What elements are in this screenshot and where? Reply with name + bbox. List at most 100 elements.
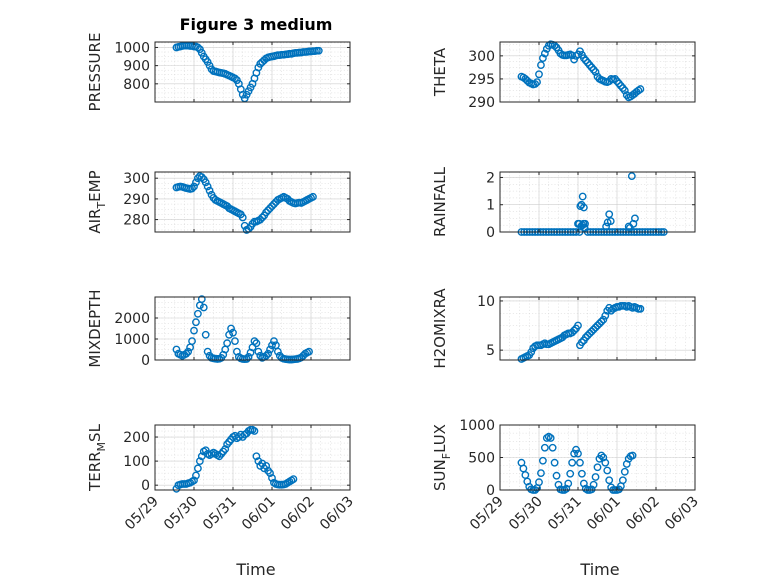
data-point (314, 46, 323, 55)
data-point (589, 325, 598, 334)
y-tick-label: 2 (486, 170, 495, 186)
y-tick-label: 300 (123, 171, 150, 187)
data-point (593, 321, 602, 330)
data-point (264, 206, 272, 215)
data-point (618, 476, 627, 485)
subplot-sunlux: 0 500 1000 SUNFLUX 05/29 05/30 05/31 06/01 06/02… (431, 418, 702, 533)
data-point (636, 85, 645, 93)
data-point (250, 427, 259, 435)
axes-box (154, 424, 351, 491)
y-tick-label: 290 (468, 95, 495, 111)
data-point (221, 445, 230, 453)
data-point (580, 224, 589, 232)
data-point (548, 443, 557, 452)
y-tick-label: 0 (141, 478, 150, 494)
data-point (587, 485, 596, 494)
y-tick-label: 1000 (114, 332, 150, 348)
y-axis-label: H2OMIXRA (431, 288, 449, 369)
data-point (539, 54, 547, 63)
axes-box (499, 296, 696, 361)
data-point (172, 345, 181, 354)
y-tick-label: 200 (123, 430, 150, 446)
axes-box (154, 171, 351, 233)
data-point (601, 458, 610, 467)
data-point (309, 192, 317, 201)
subplot-rainfall: 0 1 2 RAINFALL (431, 166, 696, 241)
data-point (203, 347, 212, 356)
data-point (540, 49, 549, 58)
y-tick-label: 900 (123, 59, 150, 75)
data-point (254, 457, 263, 466)
data-point (527, 348, 536, 357)
y-tick-label: 1 (486, 198, 495, 214)
data-point (531, 80, 539, 88)
data-point (190, 182, 198, 191)
data-point (188, 337, 196, 345)
y-tick-label: 0 (486, 483, 495, 499)
data-point (262, 208, 271, 217)
data-point (601, 311, 610, 320)
data-point (579, 219, 588, 228)
x-tick-label: 06/01 (584, 494, 624, 534)
data-point (193, 309, 202, 318)
data-point (266, 469, 274, 478)
data-point (266, 345, 274, 354)
axes-box (154, 41, 351, 103)
data-point (568, 328, 577, 337)
data-point (266, 204, 274, 213)
data-point (270, 200, 278, 208)
data-point (620, 467, 629, 476)
data-point (242, 355, 251, 363)
data-point (262, 351, 271, 360)
data-point (581, 333, 590, 342)
data-point (631, 214, 639, 223)
y-axis-label: THETA (431, 47, 449, 97)
data-point (231, 337, 239, 345)
y-tick-label: 300 (468, 49, 495, 65)
y-tick-label: 1000 (459, 418, 495, 434)
x-tick-label: 05/29 (467, 494, 507, 534)
data-point (184, 347, 193, 356)
subplot-airemp: 280 290 300 AIRTEMP (86, 170, 351, 234)
data-point (566, 469, 575, 478)
data-point (268, 341, 276, 350)
subplot-mixdepth: 0 1000 2000 MIXDEPTH (86, 289, 351, 369)
data-point (595, 319, 604, 328)
data-point (620, 86, 629, 95)
x-tick-label: 06/02 (623, 494, 663, 534)
data-point (605, 210, 614, 219)
data-point (597, 451, 606, 460)
data-point (199, 303, 208, 312)
data-point (574, 321, 582, 330)
data-point (254, 347, 263, 356)
data-point (583, 331, 592, 340)
data-point (627, 172, 636, 180)
data-point (535, 478, 543, 487)
data-point (195, 457, 204, 466)
y-axis-label: MIXDEPTH (86, 289, 104, 367)
data-point (182, 349, 191, 358)
y-axis-label: SUNFLUX (431, 424, 453, 491)
data-point (252, 339, 261, 348)
data-point (546, 434, 555, 442)
data-point (579, 203, 588, 212)
data-point (229, 328, 237, 337)
x-tick-label: 05/30 (506, 494, 546, 534)
data-point (192, 471, 200, 480)
data-point (227, 324, 235, 333)
data-point (564, 479, 573, 488)
data-point (603, 466, 612, 475)
data-point (606, 217, 615, 225)
data-point (591, 323, 600, 332)
data-point (628, 451, 637, 460)
data-point (270, 337, 278, 345)
data-point (578, 338, 586, 347)
data-point (193, 464, 202, 473)
data-point (574, 449, 582, 458)
y-tick-label: 0 (141, 353, 150, 369)
data-point (201, 178, 210, 187)
data-point (599, 315, 608, 324)
data-point (602, 222, 610, 231)
x-tick-label: 05/31 (200, 494, 240, 534)
